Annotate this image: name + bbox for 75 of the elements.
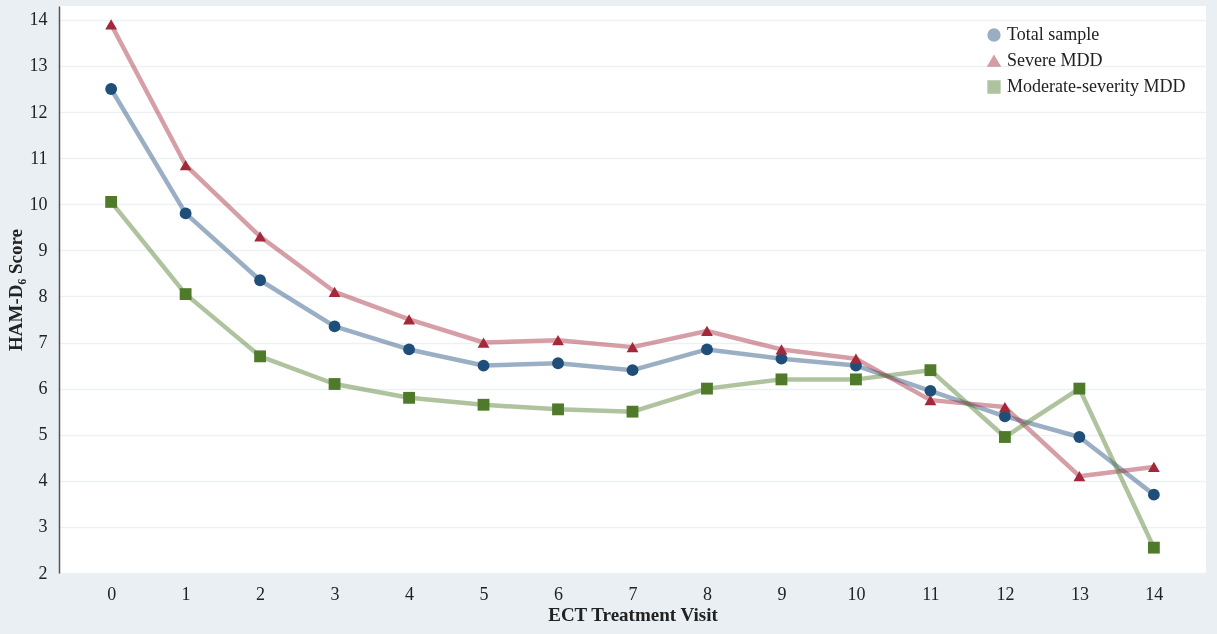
y-tick-label: 9 [38,239,48,260]
x-tick-label: 2 [256,583,266,604]
point [924,385,937,397]
point [775,344,788,355]
x-tick-label: 0 [107,583,117,604]
y-tick-label: 5 [38,424,48,445]
point [1147,461,1160,473]
x-tick-label: 4 [405,583,415,604]
x-tick-label: 3 [330,583,340,604]
point [403,314,415,325]
point [403,343,415,356]
y-tick-label: 11 [30,147,48,168]
y-tick-label: 7 [38,332,48,353]
point [1073,382,1086,395]
point [626,364,639,377]
point [552,403,564,416]
y-axis-title: HAM-D₆ Score [4,229,26,351]
point [924,364,937,377]
point [998,401,1011,413]
x-tick-label: 1 [181,583,191,604]
legend-label: Total sample [1007,24,1100,44]
point [179,207,192,220]
y-tick-label: 12 [29,101,48,122]
point [701,343,713,356]
point [1073,471,1086,482]
point [850,373,862,386]
x-axis-title: ECT Treatment Visit [548,603,719,625]
point [254,350,267,363]
x-tick-label: 8 [702,583,712,604]
point [254,274,267,287]
point [775,373,788,386]
point [328,320,341,333]
x-tick-label: 6 [554,583,564,604]
point [254,231,267,242]
x-tick-label: 11 [922,583,940,604]
point [328,378,341,390]
legend-label: Severe MDD [1007,50,1103,70]
point [626,342,639,353]
x-tick-label: 5 [479,583,489,604]
point [105,196,118,208]
y-tick-label: 13 [29,55,48,76]
point [179,159,192,171]
y-tick-label: 10 [29,193,48,214]
point [1073,431,1086,443]
point [998,431,1011,443]
point [328,286,341,297]
point [105,19,118,30]
point [1147,541,1160,554]
point [179,288,192,301]
y-tick-label: 4 [38,470,48,491]
point [924,395,937,406]
y-tick-label: 2 [38,562,48,583]
point [626,405,639,418]
point [477,337,490,348]
point [105,83,118,95]
x-tick-label: 9 [777,583,787,604]
point [701,382,713,395]
x-tick-label: 10 [847,583,866,604]
point [1147,488,1160,501]
point [477,359,490,372]
point [552,357,564,370]
point [403,391,415,404]
y-tick-label: 8 [38,285,48,306]
x-tick-label: 7 [628,583,638,604]
point [477,398,490,411]
y-tick-label: 3 [38,516,48,537]
y-tick-label: 14 [29,9,48,30]
x-tick-label: 12 [996,583,1015,604]
point [552,335,564,346]
legend-label: Moderate-severity MDD [1007,76,1186,96]
x-tick-label: 13 [1070,583,1089,604]
x-tick-label: 14 [1145,583,1164,604]
y-tick-label: 6 [38,378,48,399]
point [850,353,862,364]
point [701,325,713,337]
